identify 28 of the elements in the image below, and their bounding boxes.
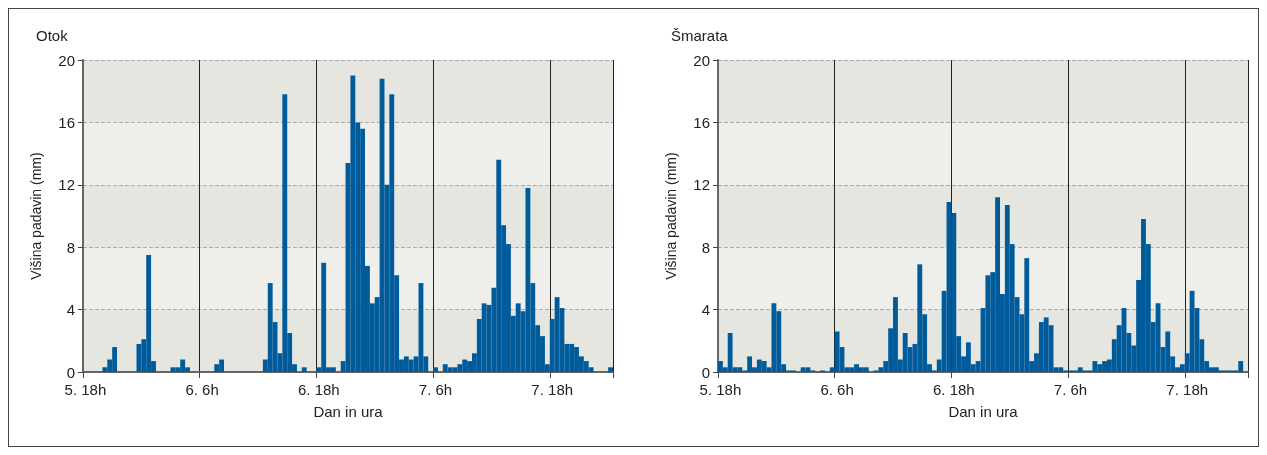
x-tick-label: 5. 18h [64, 381, 107, 398]
y-tick-label: 0 [66, 363, 75, 381]
x-tick-label: 7. 6h [1053, 381, 1088, 398]
y-tick-label: 4 [701, 301, 710, 319]
y-tick-label: 12 [58, 176, 75, 194]
x-tick-label: 7. 6h [418, 381, 453, 398]
y-axis-title: Višina padavin (mm) [663, 152, 679, 280]
y-tick-label: 16 [58, 113, 75, 131]
x-tick-label: 6. 18h [932, 381, 975, 398]
y-axis-title: Višina padavin (mm) [28, 152, 44, 280]
x-tick-label: 6. 6h [185, 381, 219, 398]
y-tick-label: 8 [66, 238, 75, 256]
y-tick-label: 8 [701, 238, 710, 256]
x-tick-label: 6. 18h [297, 381, 340, 398]
x-axis-title: Dan in ura [948, 403, 1019, 420]
y-tick-label: 20 [693, 51, 710, 69]
y-tick-label: 16 [693, 113, 710, 131]
chart-title: Otok [36, 27, 69, 44]
x-tick-label: 6. 6h [820, 381, 854, 398]
x-tick-label: 7. 18h [531, 381, 574, 398]
chart-title: Šmarata [671, 27, 729, 44]
y-tick-label: 0 [701, 363, 710, 381]
x-tick-label: 7. 18h [1166, 381, 1209, 398]
y-tick-label: 20 [58, 51, 75, 69]
y-tick-label: 12 [693, 176, 710, 194]
y-tick-label: 4 [66, 301, 75, 319]
x-axis-title: Dan in ura [313, 403, 384, 420]
x-tick-label: 5. 18h [699, 381, 742, 398]
